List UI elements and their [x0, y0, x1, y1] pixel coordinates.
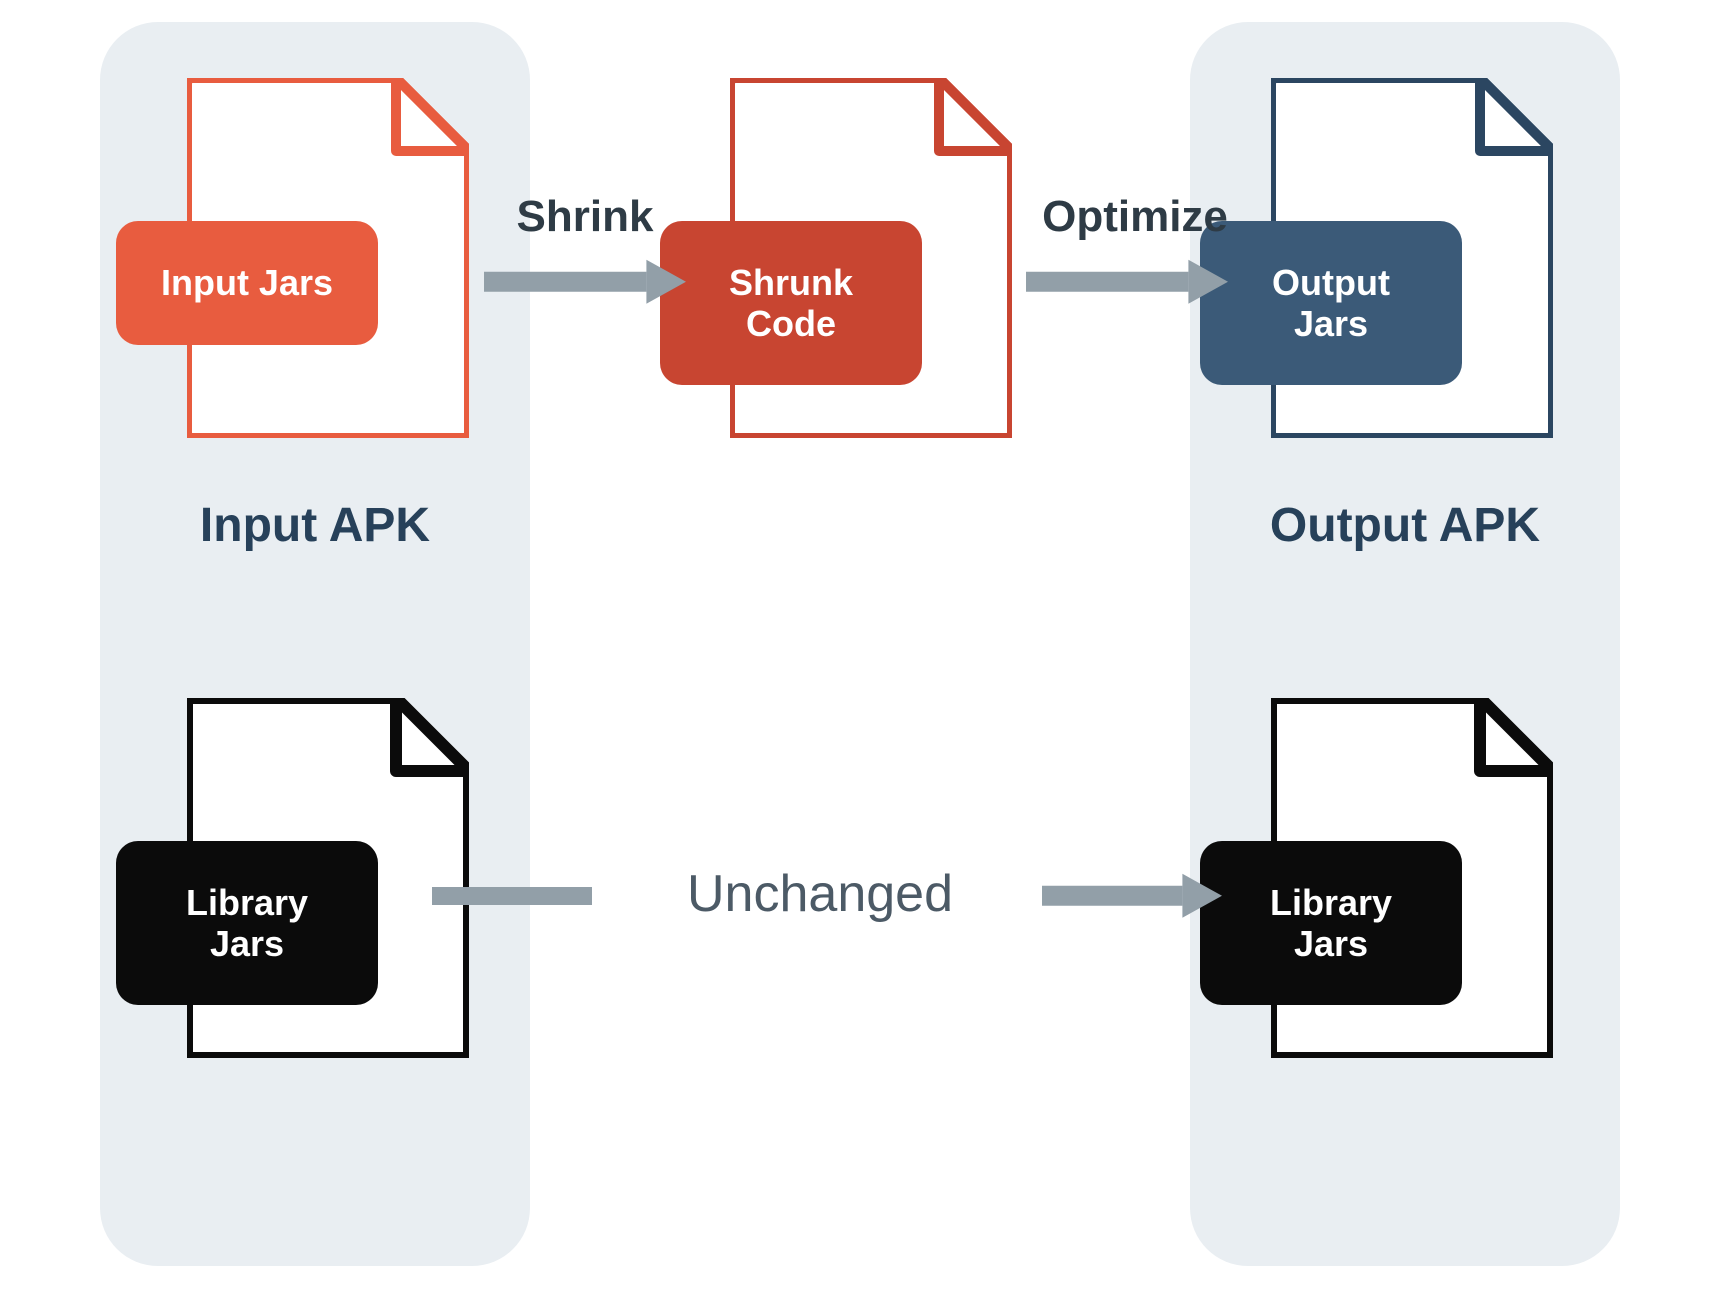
unchanged-right-arrow-icon	[1042, 865, 1222, 927]
input-apk-caption: Input APK	[100, 498, 530, 553]
optimize-label: Optimize	[1010, 192, 1260, 242]
library-jars-right-badge-label: LibraryJars	[1270, 882, 1392, 965]
library-jars-left-badge-label: LibraryJars	[186, 882, 308, 965]
unchanged-left-line-icon	[432, 878, 592, 914]
unchanged-label: Unchanged	[600, 864, 1040, 924]
input-jars-badge: Input Jars	[116, 221, 378, 345]
shrunk-code-badge: ShrunkCode	[660, 221, 922, 385]
input-jars-badge-label: Input Jars	[161, 262, 333, 303]
optimize-arrow-icon	[1026, 251, 1228, 313]
output-apk-caption: Output APK	[1190, 498, 1620, 553]
library-jars-right-badge: LibraryJars	[1200, 841, 1462, 1005]
shrunk-code-badge-label: ShrunkCode	[729, 262, 853, 345]
library-jars-left-badge: LibraryJars	[116, 841, 378, 1005]
diagram-stage: Input Jars ShrunkCode OutputJars Library…	[0, 0, 1720, 1291]
output-jars-badge-label: OutputJars	[1272, 262, 1390, 345]
shrink-label: Shrink	[470, 192, 700, 242]
output-jars-badge: OutputJars	[1200, 221, 1462, 385]
shrink-arrow-icon	[484, 251, 686, 313]
